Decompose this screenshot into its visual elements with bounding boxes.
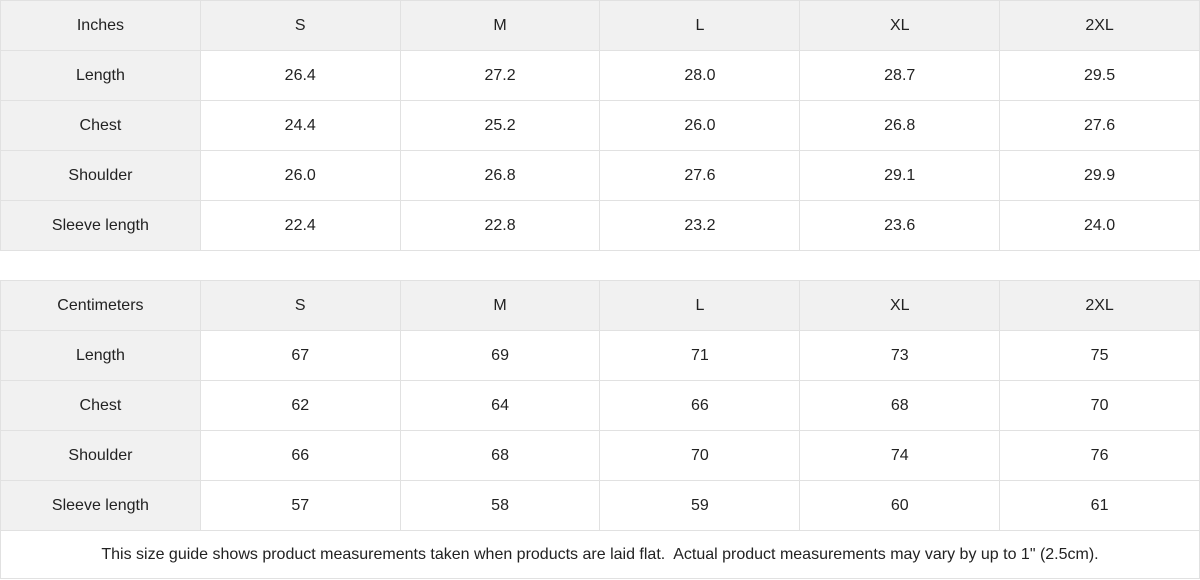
measurement-value-cell: 75 xyxy=(999,330,1200,381)
measurement-value-cell: 76 xyxy=(999,430,1200,481)
measurement-value-cell: 26.8 xyxy=(399,150,601,201)
measurement-value-cell: 22.4 xyxy=(199,200,401,251)
size-column-header: 2XL xyxy=(999,280,1200,331)
measurement-value-cell: 57 xyxy=(199,480,401,531)
measurement-value-cell: 74 xyxy=(799,430,1001,481)
table-row: Chest 24.4 25.2 26.0 26.8 27.6 xyxy=(0,100,1200,151)
table-row: Sleeve length 57 58 59 60 61 xyxy=(0,480,1200,531)
table-row: Sleeve length 22.4 22.8 23.2 23.6 24.0 xyxy=(0,200,1200,251)
measurement-value-cell: 27.6 xyxy=(999,100,1200,151)
measurement-value-cell: 27.6 xyxy=(599,150,801,201)
size-column-header: 2XL xyxy=(999,0,1200,51)
size-column-header: M xyxy=(399,280,601,331)
measurement-value-cell: 27.2 xyxy=(399,50,601,101)
measurement-value-cell: 67 xyxy=(199,330,401,381)
measurement-value-cell: 70 xyxy=(999,380,1200,431)
measurement-value-cell: 61 xyxy=(999,480,1200,531)
measurement-value-cell: 23.6 xyxy=(799,200,1001,251)
row-label-cell: Chest xyxy=(0,380,201,431)
measurement-value-cell: 59 xyxy=(599,480,801,531)
row-label-cell: Shoulder xyxy=(0,430,201,481)
table-row: Shoulder 26.0 26.8 27.6 29.1 29.9 xyxy=(0,150,1200,201)
measurement-value-cell: 28.0 xyxy=(599,50,801,101)
measurement-value-cell: 58 xyxy=(399,480,601,531)
measurement-value-cell: 70 xyxy=(599,430,801,481)
size-column-header: XL xyxy=(799,0,1001,51)
measurement-value-cell: 28.7 xyxy=(799,50,1001,101)
table-row: Length 67 69 71 73 75 xyxy=(0,330,1200,381)
table-row: Length 26.4 27.2 28.0 28.7 29.5 xyxy=(0,50,1200,101)
measurement-value-cell: 26.0 xyxy=(199,150,401,201)
measurement-value-cell: 29.5 xyxy=(999,50,1200,101)
table-gap xyxy=(0,251,1200,280)
measurement-value-cell: 24.0 xyxy=(999,200,1200,251)
measurement-value-cell: 62 xyxy=(199,380,401,431)
measurement-value-cell: 68 xyxy=(799,380,1001,431)
measurement-value-cell: 29.9 xyxy=(999,150,1200,201)
row-label-cell: Shoulder xyxy=(0,150,201,201)
table-header-row: Centimeters S M L XL 2XL xyxy=(0,280,1200,331)
measurement-value-cell: 23.2 xyxy=(599,200,801,251)
table-row: Shoulder 66 68 70 74 76 xyxy=(0,430,1200,481)
unit-header-cell: Centimeters xyxy=(0,280,201,331)
row-label-cell: Chest xyxy=(0,100,201,151)
centimeters-size-table: Centimeters S M L XL 2XL Length 67 69 71 73 75 Chest… xyxy=(0,280,1200,531)
size-column-header: S xyxy=(199,0,401,51)
size-column-header: XL xyxy=(799,280,1001,331)
measurement-value-cell: 66 xyxy=(599,380,801,431)
measurement-value-cell: 66 xyxy=(199,430,401,481)
measurement-value-cell: 24.4 xyxy=(199,100,401,151)
row-label-cell: Sleeve length xyxy=(0,480,201,531)
inches-size-table: Inches S M L XL 2XL Length 26.4 27.2 28.0 28.7 29.5… xyxy=(0,0,1200,251)
measurement-value-cell: 26.4 xyxy=(199,50,401,101)
size-column-header: M xyxy=(399,0,601,51)
row-label-cell: Sleeve length xyxy=(0,200,201,251)
measurement-value-cell: 29.1 xyxy=(799,150,1001,201)
size-column-header: S xyxy=(199,280,401,331)
table-header-row: Inches S M L XL 2XL xyxy=(0,0,1200,51)
measurement-value-cell: 73 xyxy=(799,330,1001,381)
measurement-value-cell: 25.2 xyxy=(399,100,601,151)
row-label-cell: Length xyxy=(0,50,201,101)
measurement-value-cell: 68 xyxy=(399,430,601,481)
measurement-value-cell: 22.8 xyxy=(399,200,601,251)
measurement-value-cell: 71 xyxy=(599,330,801,381)
row-label-cell: Length xyxy=(0,330,201,381)
size-guide-note: This size guide shows product measuremen… xyxy=(0,531,1200,579)
unit-header-cell: Inches xyxy=(0,0,201,51)
size-column-header: L xyxy=(599,0,801,51)
measurement-value-cell: 26.8 xyxy=(799,100,1001,151)
measurement-value-cell: 69 xyxy=(399,330,601,381)
table-row: Chest 62 64 66 68 70 xyxy=(0,380,1200,431)
measurement-value-cell: 26.0 xyxy=(599,100,801,151)
size-column-header: L xyxy=(599,280,801,331)
measurement-value-cell: 64 xyxy=(399,380,601,431)
measurement-value-cell: 60 xyxy=(799,480,1001,531)
